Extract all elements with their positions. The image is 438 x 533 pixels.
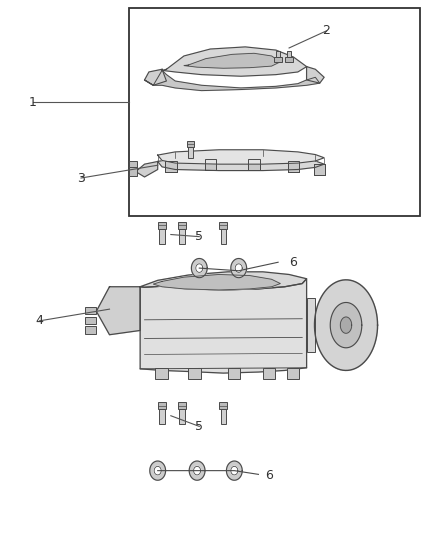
Polygon shape — [158, 156, 324, 171]
Bar — [287, 368, 299, 379]
Text: 4: 4 — [35, 314, 43, 327]
Bar — [285, 57, 293, 62]
Polygon shape — [340, 317, 352, 333]
Polygon shape — [136, 161, 158, 177]
Polygon shape — [150, 461, 166, 480]
Polygon shape — [145, 70, 320, 91]
Bar — [307, 298, 315, 352]
Bar — [187, 141, 194, 147]
Bar — [248, 159, 260, 170]
Bar — [274, 57, 282, 62]
Polygon shape — [307, 67, 324, 83]
Bar — [276, 51, 280, 57]
Bar — [129, 8, 420, 216]
Bar — [188, 368, 201, 379]
Bar — [288, 161, 299, 172]
Polygon shape — [158, 150, 324, 164]
Polygon shape — [96, 287, 140, 335]
Polygon shape — [189, 461, 205, 480]
Bar — [221, 409, 226, 424]
Bar — [288, 161, 299, 172]
Bar — [219, 222, 227, 229]
Polygon shape — [226, 461, 242, 480]
Bar — [129, 161, 137, 169]
Bar — [228, 368, 240, 379]
Bar — [165, 161, 177, 172]
Bar — [314, 164, 325, 175]
Polygon shape — [330, 303, 362, 348]
Bar — [159, 409, 165, 424]
Polygon shape — [231, 259, 247, 278]
Polygon shape — [196, 264, 203, 272]
Bar — [248, 159, 260, 170]
Bar — [158, 402, 166, 409]
Bar — [263, 368, 275, 379]
Bar — [129, 167, 137, 176]
Polygon shape — [191, 259, 207, 278]
Bar — [219, 402, 227, 409]
Bar — [179, 229, 184, 244]
Bar — [159, 229, 165, 244]
Bar — [158, 222, 166, 229]
Text: 6: 6 — [289, 256, 297, 269]
Bar — [155, 368, 168, 379]
Bar — [205, 159, 216, 170]
Bar — [314, 164, 325, 175]
Polygon shape — [153, 274, 280, 290]
Bar — [179, 409, 184, 424]
Bar — [188, 147, 193, 158]
Polygon shape — [235, 264, 242, 272]
Bar — [85, 307, 96, 314]
Bar — [221, 229, 226, 244]
Bar — [178, 402, 186, 409]
Polygon shape — [314, 280, 378, 370]
Polygon shape — [140, 272, 307, 290]
Bar — [287, 51, 291, 57]
Polygon shape — [154, 466, 161, 475]
Text: 3: 3 — [77, 172, 85, 184]
Polygon shape — [184, 53, 280, 68]
Bar — [85, 326, 96, 334]
Polygon shape — [140, 279, 307, 373]
Bar — [165, 161, 177, 172]
Bar — [178, 222, 186, 229]
Polygon shape — [145, 69, 166, 85]
Text: 5: 5 — [195, 230, 203, 243]
Polygon shape — [162, 47, 307, 76]
Text: 1: 1 — [29, 96, 37, 109]
Text: 2: 2 — [322, 25, 330, 37]
Polygon shape — [194, 466, 201, 475]
Text: 5: 5 — [195, 420, 203, 433]
Bar — [85, 317, 96, 324]
Text: 6: 6 — [265, 469, 273, 482]
Bar — [205, 159, 216, 170]
Polygon shape — [231, 466, 238, 475]
